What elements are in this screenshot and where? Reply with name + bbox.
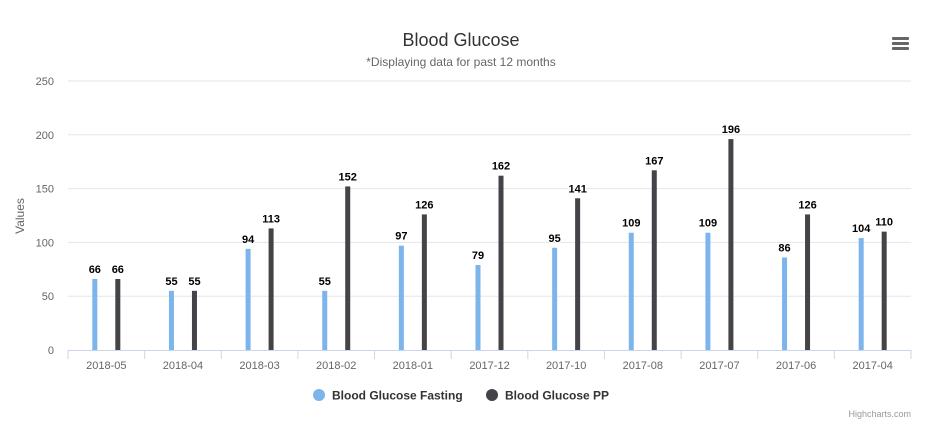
data-label: 94 [242,234,255,246]
y-axis-title: Values [13,198,27,234]
bar-fasting[interactable] [628,232,634,350]
legend-item-fasting[interactable]: Blood Glucose Fasting [313,389,463,403]
x-axis: 2018-05 2018-04 2018-03 2018-02 2018-01 2017-… [67,350,912,372]
y-tick-label: 150 [36,184,54,196]
bar-pp[interactable] [345,186,351,350]
x-tick-label: 2018-03 [239,360,279,372]
x-tick-label: 2018-05 [86,360,126,372]
bar-pp[interactable] [115,278,121,350]
data-label: 110 [875,217,893,229]
bar-fasting[interactable] [705,232,711,350]
bar-fasting[interactable] [782,257,788,350]
data-labels: 66 55 94 55 97 79 95 109 109 86 104 66 55 113 152 126 16… [88,123,894,289]
x-tick-label: 2017-12 [469,360,509,372]
credits-link[interactable]: Highcharts.com [848,409,911,419]
data-label: 66 [112,264,124,276]
x-tick-label: 2017-08 [623,360,663,372]
data-label: 162 [492,161,510,173]
bar-fasting[interactable] [92,278,98,350]
x-tick-label: 2018-04 [163,360,203,372]
data-label: 109 [699,218,717,230]
data-label: 196 [722,124,740,136]
data-label: 55 [188,276,200,288]
y-tick-label: 100 [36,237,54,249]
x-tick-label: 2017-10 [546,360,586,372]
data-label: 109 [622,218,640,230]
bar-fasting[interactable] [475,264,481,350]
x-tick-label: 2017-04 [852,360,892,372]
bar-fasting[interactable] [858,238,864,350]
y-tick-label: 200 [36,130,54,142]
bar-fasting[interactable] [322,290,328,350]
data-label: 95 [549,233,561,245]
bar-pp[interactable] [651,170,657,350]
data-label: 97 [395,231,407,243]
bars [92,139,887,350]
bar-pp[interactable] [421,214,427,350]
bar-pp[interactable] [881,231,887,350]
chart-subtitle: *Displaying data for past 12 months [366,55,555,69]
legend-symbol [313,389,325,401]
x-tick-label: 2017-07 [699,360,739,372]
bar-pp[interactable] [498,175,504,350]
y-tick-label: 250 [36,76,54,88]
legend: Blood Glucose Fasting Blood Glucose PP [313,389,609,403]
hamburger-menu-icon[interactable] [888,32,914,54]
bar-pp[interactable] [268,228,274,350]
data-label: 167 [645,155,663,167]
data-label: 152 [339,171,357,183]
data-label: 141 [568,183,586,195]
x-tick-label: 2017-06 [776,360,816,372]
bar-pp[interactable] [728,139,734,350]
bar-pp[interactable] [575,198,581,350]
chart-title: Blood Glucose [402,30,519,50]
data-label: 126 [798,199,816,211]
bar-fasting[interactable] [398,245,404,350]
y-tick-label: 50 [42,291,54,303]
data-label: 79 [472,250,484,262]
legend-label: Blood Glucose Fasting [332,389,463,403]
x-tick-label: 2018-02 [316,360,356,372]
data-label: 66 [89,264,101,276]
y-axis: 0 50 100 150 200 250 [36,76,54,357]
gridlines [68,80,911,297]
legend-label: Blood Glucose PP [505,389,609,403]
bar-fasting[interactable] [552,247,558,350]
data-label: 55 [165,276,177,288]
bar-fasting[interactable] [168,290,174,350]
bar-pp[interactable] [191,290,197,350]
data-label: 86 [778,242,790,254]
data-label: 126 [415,199,433,211]
data-label: 55 [319,276,331,288]
y-tick-label: 0 [48,345,54,357]
data-label: 104 [852,223,871,235]
bar-fasting[interactable] [245,248,251,350]
data-label: 113 [262,213,280,225]
x-tick-label: 2018-01 [393,360,433,372]
bar-pp[interactable] [805,214,811,350]
legend-item-pp[interactable]: Blood Glucose PP [486,389,609,403]
legend-symbol [486,389,498,401]
